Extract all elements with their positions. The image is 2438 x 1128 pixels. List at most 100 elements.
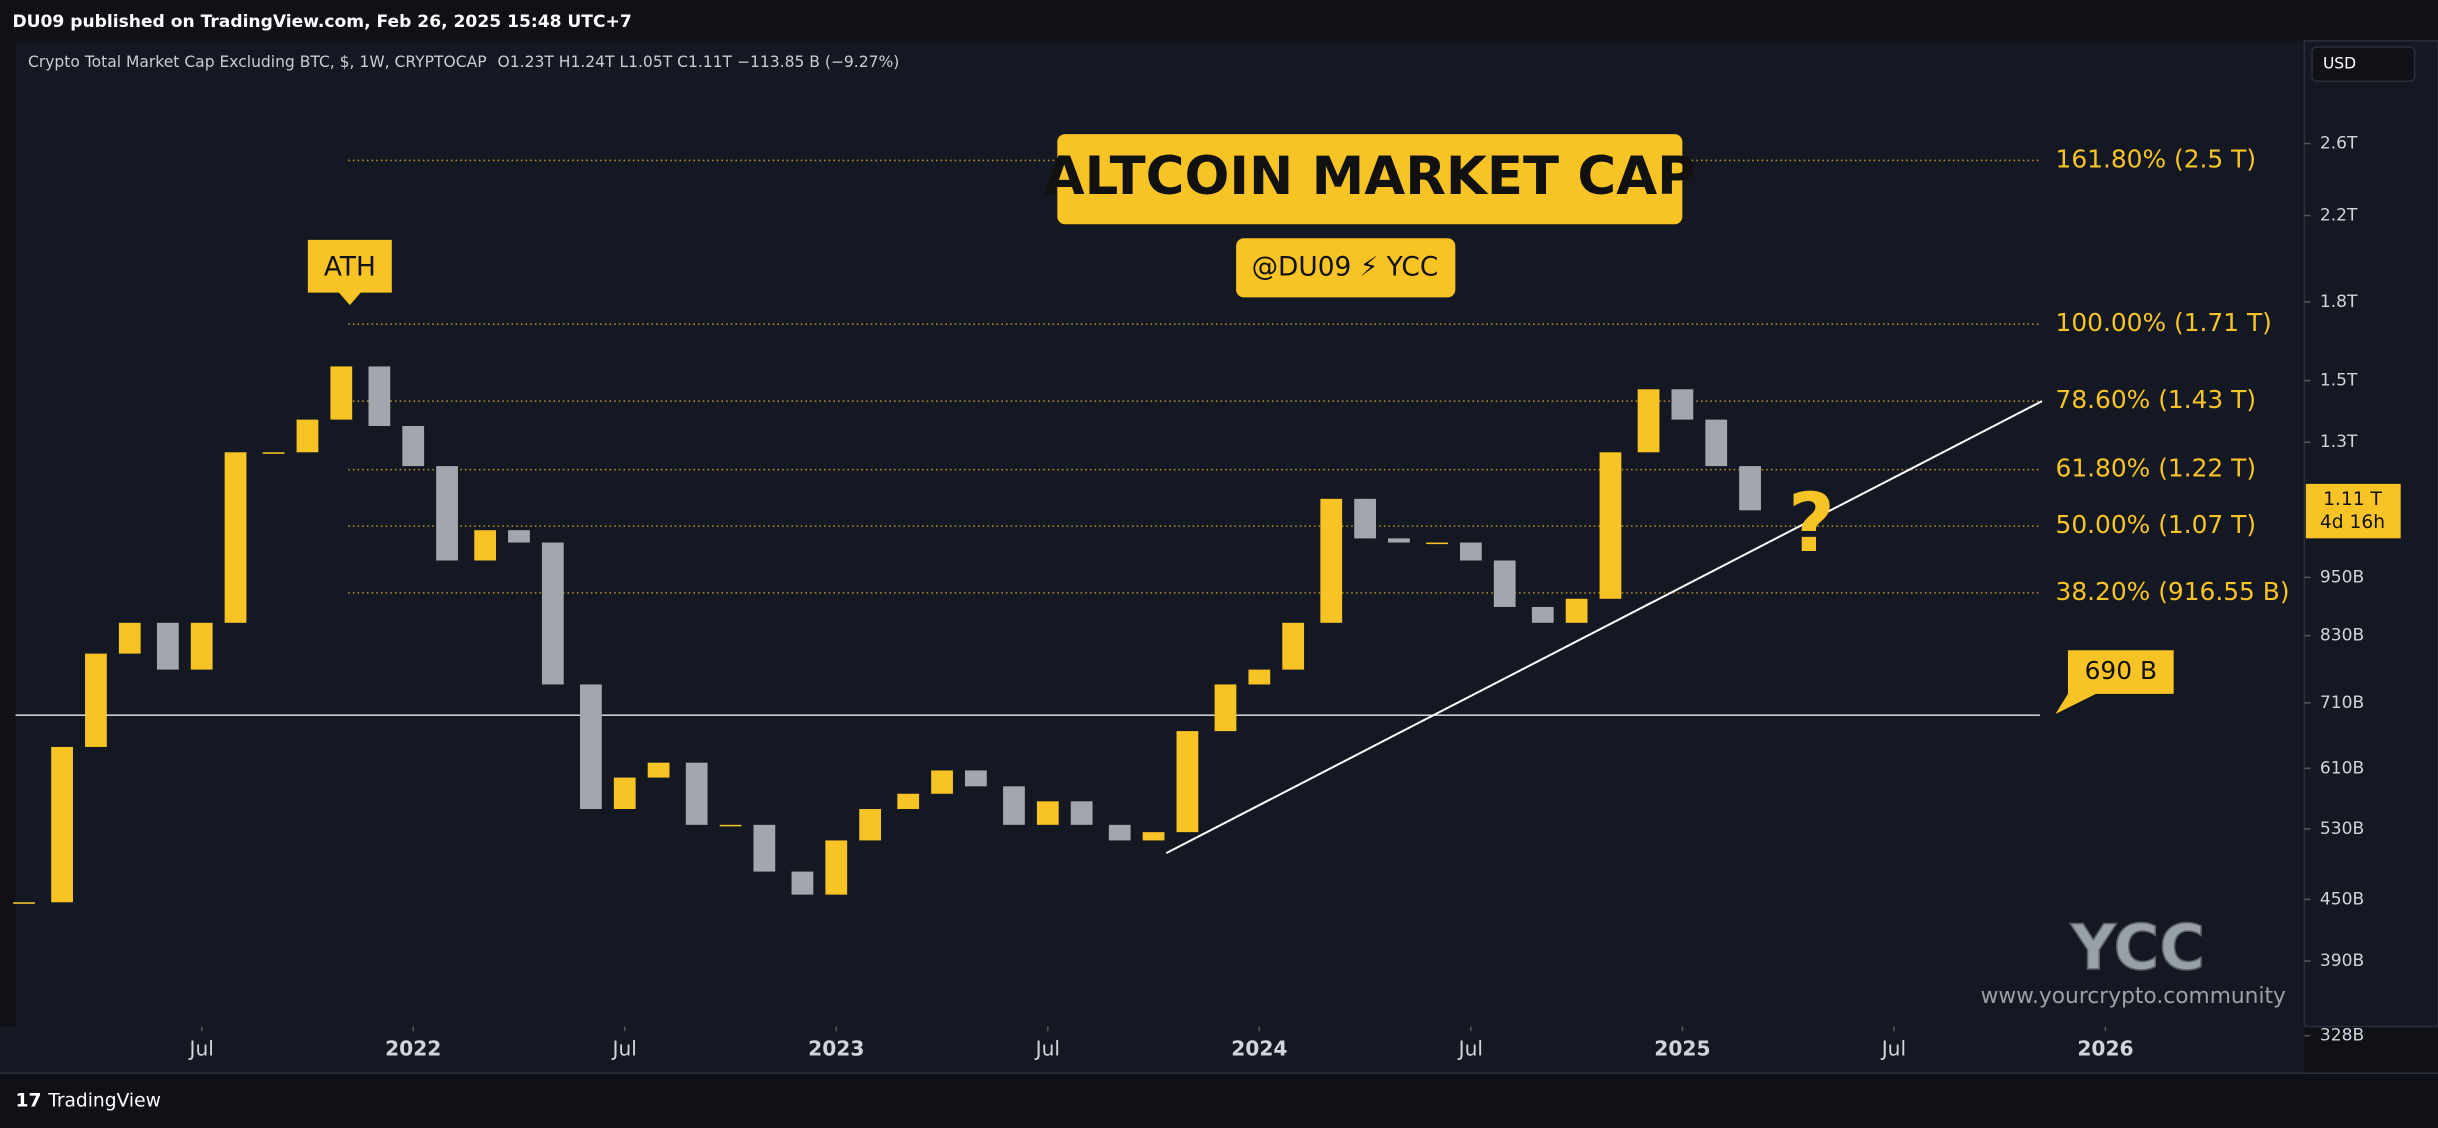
- candle: [1599, 452, 1622, 599]
- y-tick-label: 390B: [2320, 951, 2364, 971]
- candle: [51, 746, 73, 903]
- candle: [1705, 419, 1728, 467]
- candle: [1388, 538, 1410, 543]
- y-tick-label: 328B: [2320, 1026, 2364, 1046]
- fib-label: 100.00% (1.71 T): [2056, 308, 2272, 337]
- candle: [508, 530, 530, 543]
- candle: [224, 452, 247, 623]
- fib-label: 38.20% (916.55 B): [2056, 577, 2290, 606]
- candle: [965, 770, 987, 787]
- candle: [474, 530, 497, 561]
- candle: [580, 684, 602, 810]
- candle: [931, 770, 953, 794]
- candle: [541, 542, 564, 685]
- candle: [156, 622, 179, 670]
- candle: [1036, 801, 1059, 825]
- candle: [1671, 389, 1694, 420]
- fib-label: 61.80% (1.22 T): [2056, 454, 2257, 483]
- y-tick-label: 610B: [2320, 758, 2364, 778]
- candle: [1354, 498, 1376, 539]
- last-price-box: [2305, 483, 2401, 539]
- candle: [118, 622, 141, 654]
- publish-info: DU09 published on TradingView.com, Feb 2…: [12, 12, 631, 32]
- subtitle-box: [1236, 238, 1456, 298]
- website: www.yourcrypto.community: [1981, 984, 2286, 1009]
- candle: [402, 425, 425, 467]
- ath-label: ATH: [324, 251, 376, 282]
- y-tick-label: 710B: [2320, 693, 2364, 713]
- candle: [1739, 466, 1761, 511]
- y-tick-label: 1.3T: [2320, 432, 2358, 452]
- last-price: 1.11 T: [2323, 489, 2382, 510]
- candle: [368, 366, 391, 426]
- candle: [1142, 832, 1165, 841]
- ath-box: [307, 239, 392, 306]
- candle: [1108, 824, 1131, 841]
- x-tick-label: Jul: [611, 1036, 637, 1060]
- candle: [1003, 786, 1025, 825]
- title-box: [1057, 134, 1683, 225]
- y-tick-label: 450B: [2320, 889, 2364, 909]
- y-tick-label: 2.6T: [2320, 134, 2358, 154]
- candle: [1493, 560, 1516, 607]
- y-tick-label: 830B: [2320, 626, 2364, 646]
- logo: 17: [16, 1091, 42, 1112]
- candle: [791, 871, 814, 895]
- chart-layer: 2.6T 2.2T 1.8T 1.5T 1.3T 950B 830B 710B 610B 530B…: [13, 134, 2364, 1046]
- symbol: Crypto Total Market Cap Excluding BTC, $…: [28, 53, 487, 71]
- x-tick-label: 2022: [385, 1036, 441, 1060]
- x-tick-label: Jul: [1880, 1036, 1906, 1060]
- candle: [330, 366, 353, 420]
- candle: [685, 762, 708, 825]
- candle: [436, 466, 458, 561]
- candle: [1637, 389, 1660, 453]
- candle: [613, 777, 636, 810]
- candle: [190, 622, 213, 670]
- candle: [1070, 801, 1093, 825]
- fib-label: 78.60% (1.43 T): [2056, 385, 2257, 414]
- candle: [1282, 622, 1305, 670]
- candle: [719, 824, 742, 827]
- currency-button[interactable]: [2311, 46, 2416, 82]
- y-tick-label: 1.8T: [2320, 292, 2358, 312]
- candle: [1176, 731, 1199, 833]
- currency[interactable]: USD: [2323, 55, 2356, 73]
- candle: [753, 824, 776, 872]
- question-mark: ?: [1788, 477, 1835, 571]
- subtitle: @DU09 ⚡ YCC: [1252, 251, 1439, 282]
- fib-label: 161.80% (2.5 T): [2056, 144, 2257, 173]
- fib-label: 50.00% (1.07 T): [2056, 510, 2257, 539]
- candle: [13, 902, 35, 904]
- x-tick-label: Jul: [1457, 1036, 1483, 1060]
- candle: [296, 419, 319, 453]
- y-tick-label: 950B: [2320, 567, 2364, 587]
- candle: [647, 762, 670, 778]
- x-tick-label: 2025: [1654, 1036, 1710, 1060]
- x-tick-label: Jul: [187, 1036, 213, 1060]
- chart-title: ALTCOIN MARKET CAP: [1044, 146, 1696, 207]
- x-tick-label: 2023: [808, 1036, 864, 1060]
- countdown: 4d 16h: [2320, 512, 2385, 533]
- candle: [1320, 498, 1343, 623]
- support-label: 690 B: [2085, 656, 2157, 685]
- x-tick-label: 2026: [2077, 1036, 2133, 1060]
- brand: TradingView: [47, 1091, 161, 1112]
- candle: [1459, 542, 1482, 561]
- x-tick-label: 2024: [1231, 1036, 1287, 1060]
- candle: [1248, 669, 1271, 685]
- support-box: [2055, 650, 2174, 715]
- watermark: YCC: [2070, 911, 2205, 984]
- x-tick-label: Jul: [1034, 1036, 1060, 1060]
- candle: [85, 653, 107, 747]
- candle: [1531, 606, 1554, 623]
- candle: [897, 793, 920, 810]
- time-axis: [0, 1026, 2305, 1074]
- trendline: [1165, 400, 2043, 855]
- y-tick-label: 530B: [2320, 819, 2364, 839]
- candle: [1214, 684, 1237, 732]
- candle: [859, 809, 882, 841]
- candle: [825, 840, 848, 895]
- y-tick-label: 1.5T: [2320, 371, 2358, 391]
